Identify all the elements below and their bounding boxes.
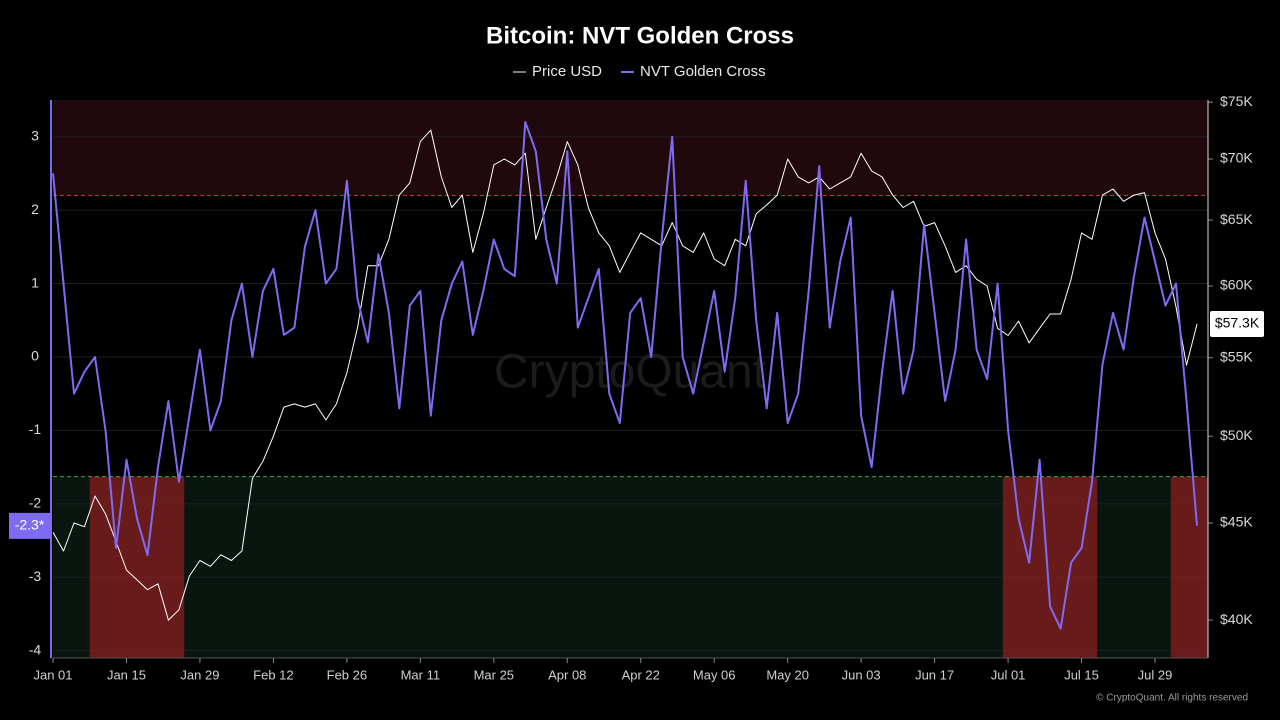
x-tick-label: Jan 15: [107, 667, 146, 682]
y2-tick-label: $75K: [1220, 93, 1253, 109]
x-tick-label: Feb 12: [253, 667, 293, 682]
y-tick-label: -1: [29, 421, 42, 437]
signal-highlight: [89, 476, 185, 658]
legend-label: NVT Golden Cross: [640, 63, 766, 80]
y2-tick-label: $60K: [1220, 277, 1253, 293]
signal-highlight: [1002, 476, 1098, 658]
y-tick-label: 0: [31, 348, 39, 364]
legend-label: Price USD: [532, 63, 602, 80]
series-line: [52, 121, 1198, 630]
last-nvt-label: -2.3*: [15, 517, 45, 533]
signal-highlight: [1170, 476, 1208, 658]
upper-zone: [53, 100, 1208, 196]
last-nvt-badge: [9, 512, 50, 539]
y2-tick-label: $40K: [1220, 611, 1253, 627]
x-tick-label: Apr 08: [548, 667, 586, 682]
y-tick-label: -3: [29, 568, 42, 584]
x-tick-label: Jul 29: [1138, 667, 1173, 682]
x-tick-label: Mar 25: [474, 667, 514, 682]
y2-tick-label: $50K: [1220, 427, 1253, 443]
y-tick-label: 1: [31, 274, 39, 290]
x-tick-label: Jun 03: [842, 667, 881, 682]
y-tick-label: 3: [31, 127, 39, 143]
x-tick-label: Mar 11: [401, 667, 441, 682]
series-line: [52, 129, 1198, 621]
x-tick-label: May 06: [693, 667, 736, 682]
y2-tick-label: $70K: [1220, 150, 1253, 166]
watermark: CryptoQuant: [494, 346, 766, 399]
x-tick-label: Jun 17: [915, 667, 954, 682]
x-tick-label: Feb 26: [327, 667, 367, 682]
y-tick-label: -2: [29, 495, 42, 511]
copyright: © CryptoQuant. All rights reserved: [1096, 693, 1248, 704]
x-tick-label: May 20: [766, 667, 809, 682]
y2-tick-label: $55K: [1220, 348, 1253, 364]
y2-tick-label: $65K: [1220, 211, 1253, 227]
y2-tick-label: $45K: [1220, 514, 1253, 530]
chart-title: Bitcoin: NVT Golden Cross: [486, 22, 794, 49]
last-price-label: $57.3K: [1215, 315, 1260, 331]
x-tick-label: Jul 01: [991, 667, 1026, 682]
x-tick-label: Jan 01: [33, 667, 72, 682]
x-tick-label: Jul 15: [1064, 667, 1099, 682]
last-price-badge: [1210, 310, 1264, 337]
x-tick-label: Apr 22: [622, 667, 660, 682]
x-tick-label: Jan 29: [180, 667, 219, 682]
y-tick-label: -4: [29, 641, 42, 657]
y-tick-label: 2: [31, 201, 39, 217]
